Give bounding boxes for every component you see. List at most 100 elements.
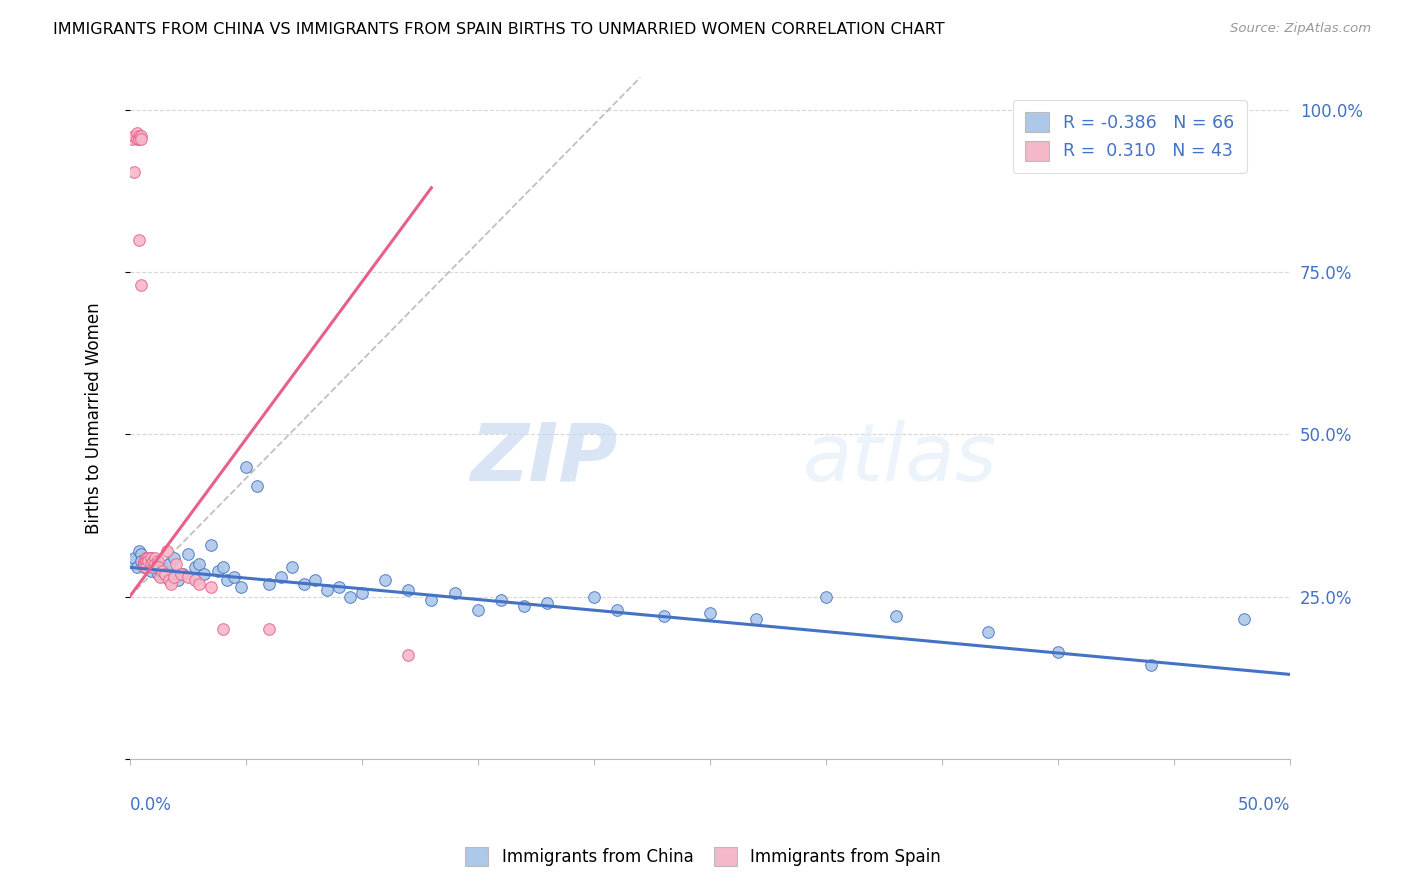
Point	[124, 128, 146, 143]
Point	[467, 602, 489, 616]
Point	[193, 566, 215, 581]
Point	[183, 560, 205, 574]
Point	[167, 574, 190, 588]
Point	[374, 574, 396, 588]
Point	[536, 596, 558, 610]
Point	[420, 592, 443, 607]
Point	[142, 560, 165, 574]
Point	[157, 557, 180, 571]
Point	[146, 554, 169, 568]
Point	[129, 128, 152, 143]
Point	[211, 560, 233, 574]
Point	[443, 586, 465, 600]
Text: ZIP: ZIP	[470, 420, 617, 498]
Point	[156, 544, 179, 558]
Point	[132, 557, 155, 571]
Point	[150, 560, 173, 574]
Point	[281, 560, 304, 574]
Point	[157, 574, 180, 588]
Point	[129, 278, 152, 293]
Point	[136, 554, 159, 568]
Point	[200, 538, 222, 552]
Legend: R = -0.386   N = 66, R =  0.310   N = 43: R = -0.386 N = 66, R = 0.310 N = 43	[1012, 100, 1247, 173]
Point	[177, 570, 200, 584]
Text: 50.0%: 50.0%	[1237, 797, 1291, 814]
Point	[128, 544, 150, 558]
Point	[200, 580, 222, 594]
Point	[129, 548, 152, 562]
Point	[339, 590, 361, 604]
Point	[350, 586, 373, 600]
Legend: Immigrants from China, Immigrants from Spain: Immigrants from China, Immigrants from S…	[457, 838, 949, 875]
Point	[139, 557, 162, 571]
Point	[149, 564, 172, 578]
Point	[132, 560, 155, 574]
Point	[153, 570, 176, 584]
Text: atlas: atlas	[803, 420, 997, 498]
Point	[149, 570, 172, 584]
Point	[396, 583, 419, 598]
Point	[143, 557, 166, 571]
Point	[142, 554, 165, 568]
Point	[136, 557, 159, 571]
Point	[143, 557, 166, 571]
Point	[125, 132, 148, 146]
Point	[304, 574, 326, 588]
Point	[292, 576, 315, 591]
Point	[146, 560, 169, 574]
Point	[884, 609, 907, 624]
Point	[124, 550, 146, 565]
Point	[124, 164, 146, 178]
Text: Source: ZipAtlas.com: Source: ZipAtlas.com	[1230, 22, 1371, 36]
Point	[121, 554, 143, 568]
Point	[211, 622, 233, 636]
Point	[135, 554, 157, 568]
Point	[136, 550, 159, 565]
Point	[188, 557, 211, 571]
Point	[132, 560, 155, 574]
Point	[652, 609, 675, 624]
Point	[160, 576, 183, 591]
Point	[139, 550, 162, 565]
Point	[128, 128, 150, 143]
Point	[217, 574, 239, 588]
Point	[235, 459, 257, 474]
Text: 0.0%: 0.0%	[129, 797, 172, 814]
Point	[977, 625, 1000, 640]
Point	[177, 548, 200, 562]
Point	[165, 557, 187, 571]
Point	[132, 554, 155, 568]
Point	[129, 554, 152, 568]
Point	[125, 560, 148, 574]
Point	[128, 132, 150, 146]
Point	[139, 550, 162, 565]
Point	[745, 612, 768, 626]
Point	[183, 574, 205, 588]
Point	[142, 554, 165, 568]
Point	[257, 622, 280, 636]
Point	[814, 590, 837, 604]
Point	[156, 566, 179, 581]
Y-axis label: Births to Unmarried Women: Births to Unmarried Women	[86, 302, 103, 534]
Point	[229, 580, 252, 594]
Point	[139, 564, 162, 578]
Point	[135, 554, 157, 568]
Point	[129, 132, 152, 146]
Point	[396, 648, 419, 662]
Point	[153, 566, 176, 581]
Point	[270, 570, 292, 584]
Point	[224, 570, 246, 584]
Point	[135, 550, 157, 565]
Point	[170, 566, 193, 581]
Point	[125, 126, 148, 140]
Point	[135, 560, 157, 574]
Point	[489, 592, 512, 607]
Point	[1047, 645, 1070, 659]
Point	[1140, 657, 1163, 672]
Point	[606, 602, 628, 616]
Point	[146, 566, 169, 581]
Point	[142, 560, 165, 574]
Point	[143, 550, 166, 565]
Text: IMMIGRANTS FROM CHINA VS IMMIGRANTS FROM SPAIN BIRTHS TO UNMARRIED WOMEN CORRELA: IMMIGRANTS FROM CHINA VS IMMIGRANTS FROM…	[53, 22, 945, 37]
Point	[150, 564, 173, 578]
